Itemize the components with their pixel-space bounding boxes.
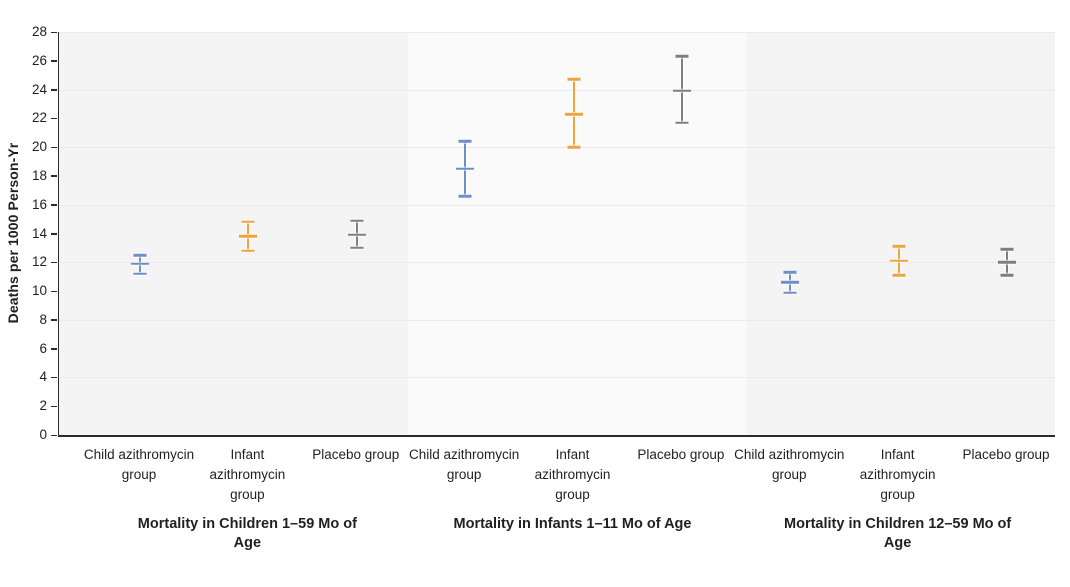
gridline-24 [59,89,1055,91]
errorbar-panel3-placebo [997,248,1017,277]
ci-upper-cap [458,140,472,143]
y-tick-label-0: 0 [39,427,47,442]
point-estimate [889,259,908,263]
y-tick-0 [51,434,57,436]
plot-area [58,32,1055,437]
group-label-panel1-child: Child azithromycin group [83,447,195,482]
panel-bg-infants-1-11 [408,32,746,435]
point-estimate [672,89,691,93]
y-tick-8 [51,319,57,321]
group-label-panel2-infant: Infant azithromycin group [534,447,611,502]
gridline-16 [59,204,1055,206]
errorbar-panel2-child [455,140,475,198]
y-tick-label-18: 18 [31,167,47,183]
errorbar-panel1-child [130,253,150,276]
ci-upper-cap [350,219,364,222]
y-tick-label-28: 28 [31,24,47,39]
y-tick-label-26: 26 [31,52,47,68]
ci-upper-cap [133,253,147,257]
group-label-panel3-child: Child azithromycin group [734,447,845,482]
errorbar-panel2-infant [564,78,584,149]
ci-lower-cap [675,121,689,124]
errorbar-panel2-placebo [672,55,692,124]
panel-title-1: Mortality in Children 1–59 Mo of Age [137,516,357,551]
y-tick-28 [51,31,57,33]
y-tick-label-20: 20 [31,139,47,155]
y-tick-12 [51,261,57,264]
y-tick-14 [51,233,57,235]
y-tick-label-24: 24 [31,81,47,97]
y-tick-label-16: 16 [31,196,47,212]
y-tick-label-14: 14 [31,225,47,241]
group-label-panel2-child: Child azithromycin group [408,447,520,482]
y-tick-16 [51,204,57,206]
panel-title-2: Mortality in Infants 1–11 Mo of Age [453,516,692,532]
point-estimate [998,261,1016,264]
x-axis-labels: Child azithromycin group Infant azithromy… [58,437,1054,587]
point-estimate [239,235,258,238]
ci-upper-cap [892,245,906,248]
group-label-panel3-placebo: Placebo group [962,447,1050,462]
ci-lower-cap [350,246,364,250]
gridline-20 [59,147,1055,149]
y-tick-2 [51,405,57,408]
y-tick-label-12: 12 [31,254,47,270]
ci-lower-cap [458,194,472,198]
ci-lower-cap [892,273,906,277]
y-tick-26 [51,60,57,62]
ci-upper-cap [567,78,580,81]
ci-upper-cap [1000,248,1014,251]
ci-upper-cap [241,220,255,224]
y-tick-label-22: 22 [31,110,47,126]
gridline-12 [59,262,1055,264]
ci-lower-cap [133,272,147,276]
group-label-panel3-infant: Infant azithromycin group [859,447,936,502]
gridline-4 [59,377,1055,379]
y-tick-label-8: 8 [39,311,47,327]
errorbar-panel1-infant [238,220,258,253]
errorbar-panel1-placebo [347,219,367,250]
y-tick-6 [51,348,57,350]
point-estimate [564,112,583,116]
y-tick-22 [51,117,57,120]
y-tick-label-2: 2 [39,398,47,414]
y-tick-24 [51,89,57,91]
ci-lower-cap [1000,273,1014,277]
gridline-28 [59,32,1055,33]
ci-upper-cap [783,271,797,274]
ci-lower-cap [567,145,580,149]
ci-line [680,56,683,123]
ci-lower-cap [783,291,797,294]
ci-upper-cap [675,55,689,58]
point-estimate [781,281,800,284]
y-tick-4 [51,376,57,379]
group-label-panel1-infant: Infant azithromycin group [209,447,286,502]
point-estimate [347,233,366,237]
y-tick-label-6: 6 [39,340,47,356]
errorbar-panel3-child [780,271,800,294]
panel-title-3: Mortality in Children 12–59 Mo of Age [784,516,1012,551]
panel-bg-children-12-59 [746,32,1055,435]
panel-bg-children-1-59 [59,32,408,435]
y-tick-label-4: 4 [39,369,47,385]
y-tick-18 [51,175,57,177]
ci-lower-cap [241,249,255,253]
gridline-8 [59,319,1055,321]
point-estimate [131,262,149,265]
group-label-panel1-placebo: Placebo group [312,447,400,462]
y-tick-20 [51,146,57,149]
group-label-panel2-placebo: Placebo group [637,447,725,462]
y-tick-label-10: 10 [31,283,47,299]
point-estimate [456,167,475,170]
y-tick-10 [51,290,57,293]
errorbar-panel3-infant [889,245,909,277]
